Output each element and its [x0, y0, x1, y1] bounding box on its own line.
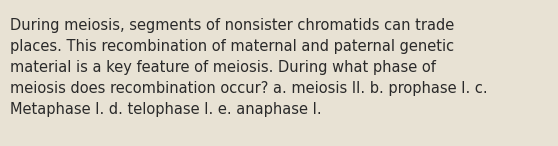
Text: During meiosis, segments of nonsister chromatids can trade
places. This recombin: During meiosis, segments of nonsister ch…	[10, 18, 488, 118]
